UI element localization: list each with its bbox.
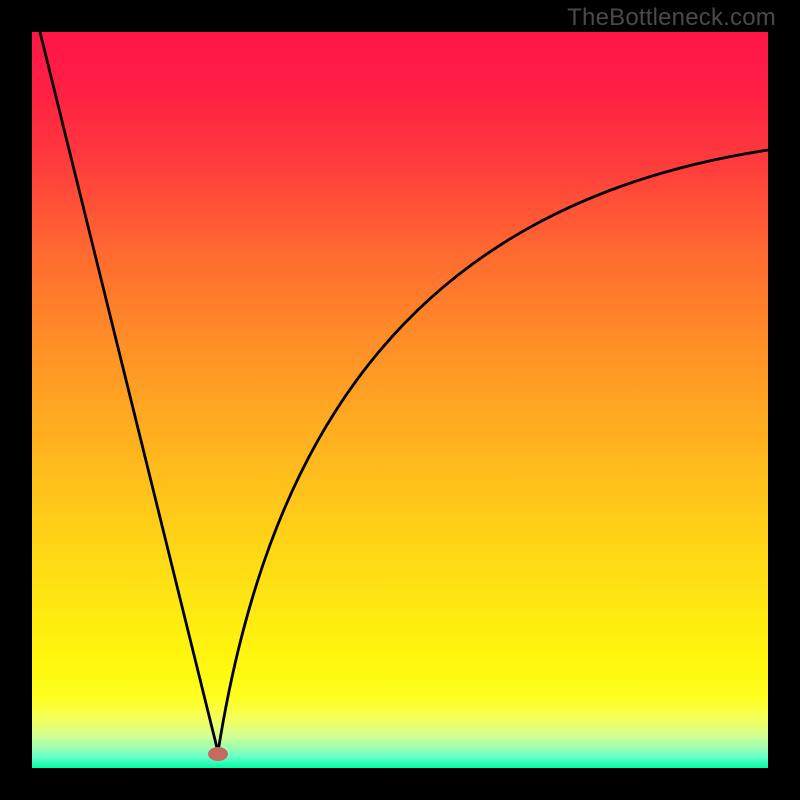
plot-area xyxy=(32,32,768,768)
stage: TheBottleneck.com xyxy=(0,0,800,800)
curve-right-branch xyxy=(218,150,768,752)
minimum-marker xyxy=(208,747,228,761)
watermark-text: TheBottleneck.com xyxy=(567,4,776,32)
curve-left-branch xyxy=(40,32,218,752)
curve-svg xyxy=(32,32,768,768)
